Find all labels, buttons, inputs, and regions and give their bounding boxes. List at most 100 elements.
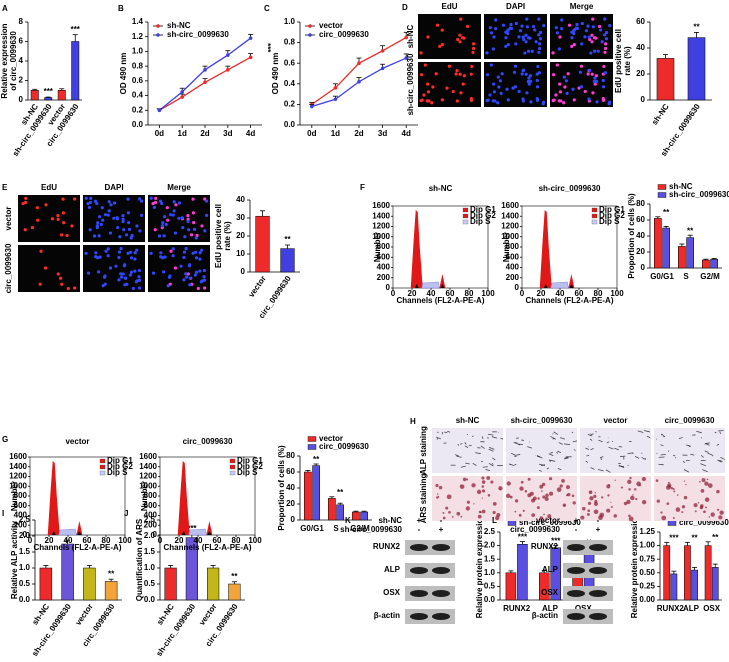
stain-blob — [719, 510, 724, 515]
legend-label: Dip S — [470, 217, 491, 226]
stain-fiber — [702, 469, 708, 473]
nucleus — [533, 28, 537, 32]
stain-blob — [717, 508, 720, 511]
stain-fiber — [491, 463, 494, 465]
nucleus — [572, 98, 576, 102]
stain-blob — [486, 476, 491, 480]
y-tick-label: 0.0 — [284, 120, 296, 129]
legend-swatch — [99, 470, 106, 476]
nucleus — [578, 70, 583, 74]
nucleus — [138, 229, 142, 233]
legend-swatch — [591, 213, 598, 219]
panel-letter: E — [2, 183, 8, 192]
column-header: Merge — [167, 183, 191, 192]
nucleus — [524, 40, 528, 44]
nucleus — [200, 248, 204, 252]
nucleus — [603, 46, 608, 51]
peak-marker — [440, 284, 445, 288]
stain-blob — [471, 483, 476, 488]
stain-blob — [593, 501, 599, 507]
x-tick-label: sh-NC — [155, 602, 176, 627]
nucleus — [492, 35, 496, 39]
y-tick-label: 40 — [636, 231, 645, 240]
stain-blob — [506, 481, 511, 486]
nucleus — [491, 99, 495, 103]
g1-peak — [410, 210, 423, 288]
y-tick-label: 0.8 — [132, 61, 144, 70]
y-tick-label: 200 — [506, 273, 520, 282]
legend-swatch — [462, 219, 469, 225]
blot-band — [432, 567, 450, 574]
stain-blob — [524, 489, 528, 493]
nucleus — [574, 26, 578, 30]
significance: *** — [44, 87, 54, 96]
blot-band — [589, 544, 607, 551]
column-header: vector — [603, 416, 627, 425]
nucleus — [189, 233, 194, 237]
stain-blob — [606, 508, 611, 513]
nucleus — [86, 271, 91, 275]
nucleus — [106, 254, 110, 258]
stain-blob — [672, 487, 675, 491]
stain-blob — [514, 510, 517, 513]
condition-sign: + — [596, 525, 601, 534]
stain-fiber — [598, 439, 603, 443]
nucleus — [465, 24, 470, 29]
x-tick-label: 1d — [178, 129, 187, 138]
stain-blob — [537, 497, 540, 500]
blot-band — [567, 544, 585, 551]
nucleus — [107, 200, 111, 204]
y-tick-label: 0 — [19, 95, 24, 104]
stain-fiber — [557, 450, 562, 454]
stain-blob — [563, 504, 565, 507]
peak-marker — [414, 284, 419, 288]
histogram-x-label: Channels (FL2-A-PE-A) — [164, 543, 252, 552]
stain-fiber — [719, 459, 723, 462]
x-tick-label: G2/M — [700, 272, 720, 281]
stain-fiber — [614, 447, 619, 451]
nucleus — [203, 197, 207, 201]
nucleus — [551, 51, 555, 55]
point — [357, 79, 361, 84]
row-label: sh-NC — [406, 25, 415, 49]
nucleus — [534, 40, 538, 44]
nucleus — [154, 196, 158, 200]
y-tick-label: 400 — [14, 511, 28, 520]
nucleus — [571, 87, 575, 91]
stain-fiber — [690, 453, 695, 456]
nucleus — [451, 89, 455, 94]
nucleus — [517, 89, 521, 94]
stain-blob — [683, 480, 686, 482]
y-tick-label: 600 — [377, 252, 391, 261]
blot-strip — [563, 540, 613, 555]
nucleus — [591, 17, 595, 21]
histogram-title: sh-circ_0099630 — [539, 184, 601, 193]
stain-blob — [620, 486, 624, 489]
y-tick-label: 2.5 — [484, 527, 496, 536]
nucleus — [98, 215, 102, 219]
y-tick-label: 80 — [286, 451, 295, 460]
g2-peak — [206, 521, 213, 535]
nucleus — [455, 99, 459, 103]
stain-blob — [629, 476, 632, 480]
nucleus — [514, 42, 518, 46]
nucleus — [565, 91, 569, 95]
nucleus — [172, 209, 176, 213]
bar — [44, 97, 53, 101]
nucleus — [160, 224, 164, 228]
nucleus — [426, 82, 430, 86]
blot-strip — [563, 563, 613, 578]
legend-swatch — [99, 458, 106, 464]
nucleus — [535, 96, 539, 101]
nucleus — [202, 268, 207, 273]
stain-blob — [610, 505, 613, 509]
nucleus — [526, 79, 530, 84]
nucleus — [541, 102, 545, 106]
nucleus — [194, 256, 199, 260]
stain-image — [654, 428, 725, 473]
stain-fiber — [510, 452, 517, 456]
nucleus — [505, 87, 509, 91]
x-tick-label: 80 — [594, 289, 603, 298]
stain-fiber — [536, 455, 543, 459]
row-label: ARS staining — [419, 473, 428, 523]
